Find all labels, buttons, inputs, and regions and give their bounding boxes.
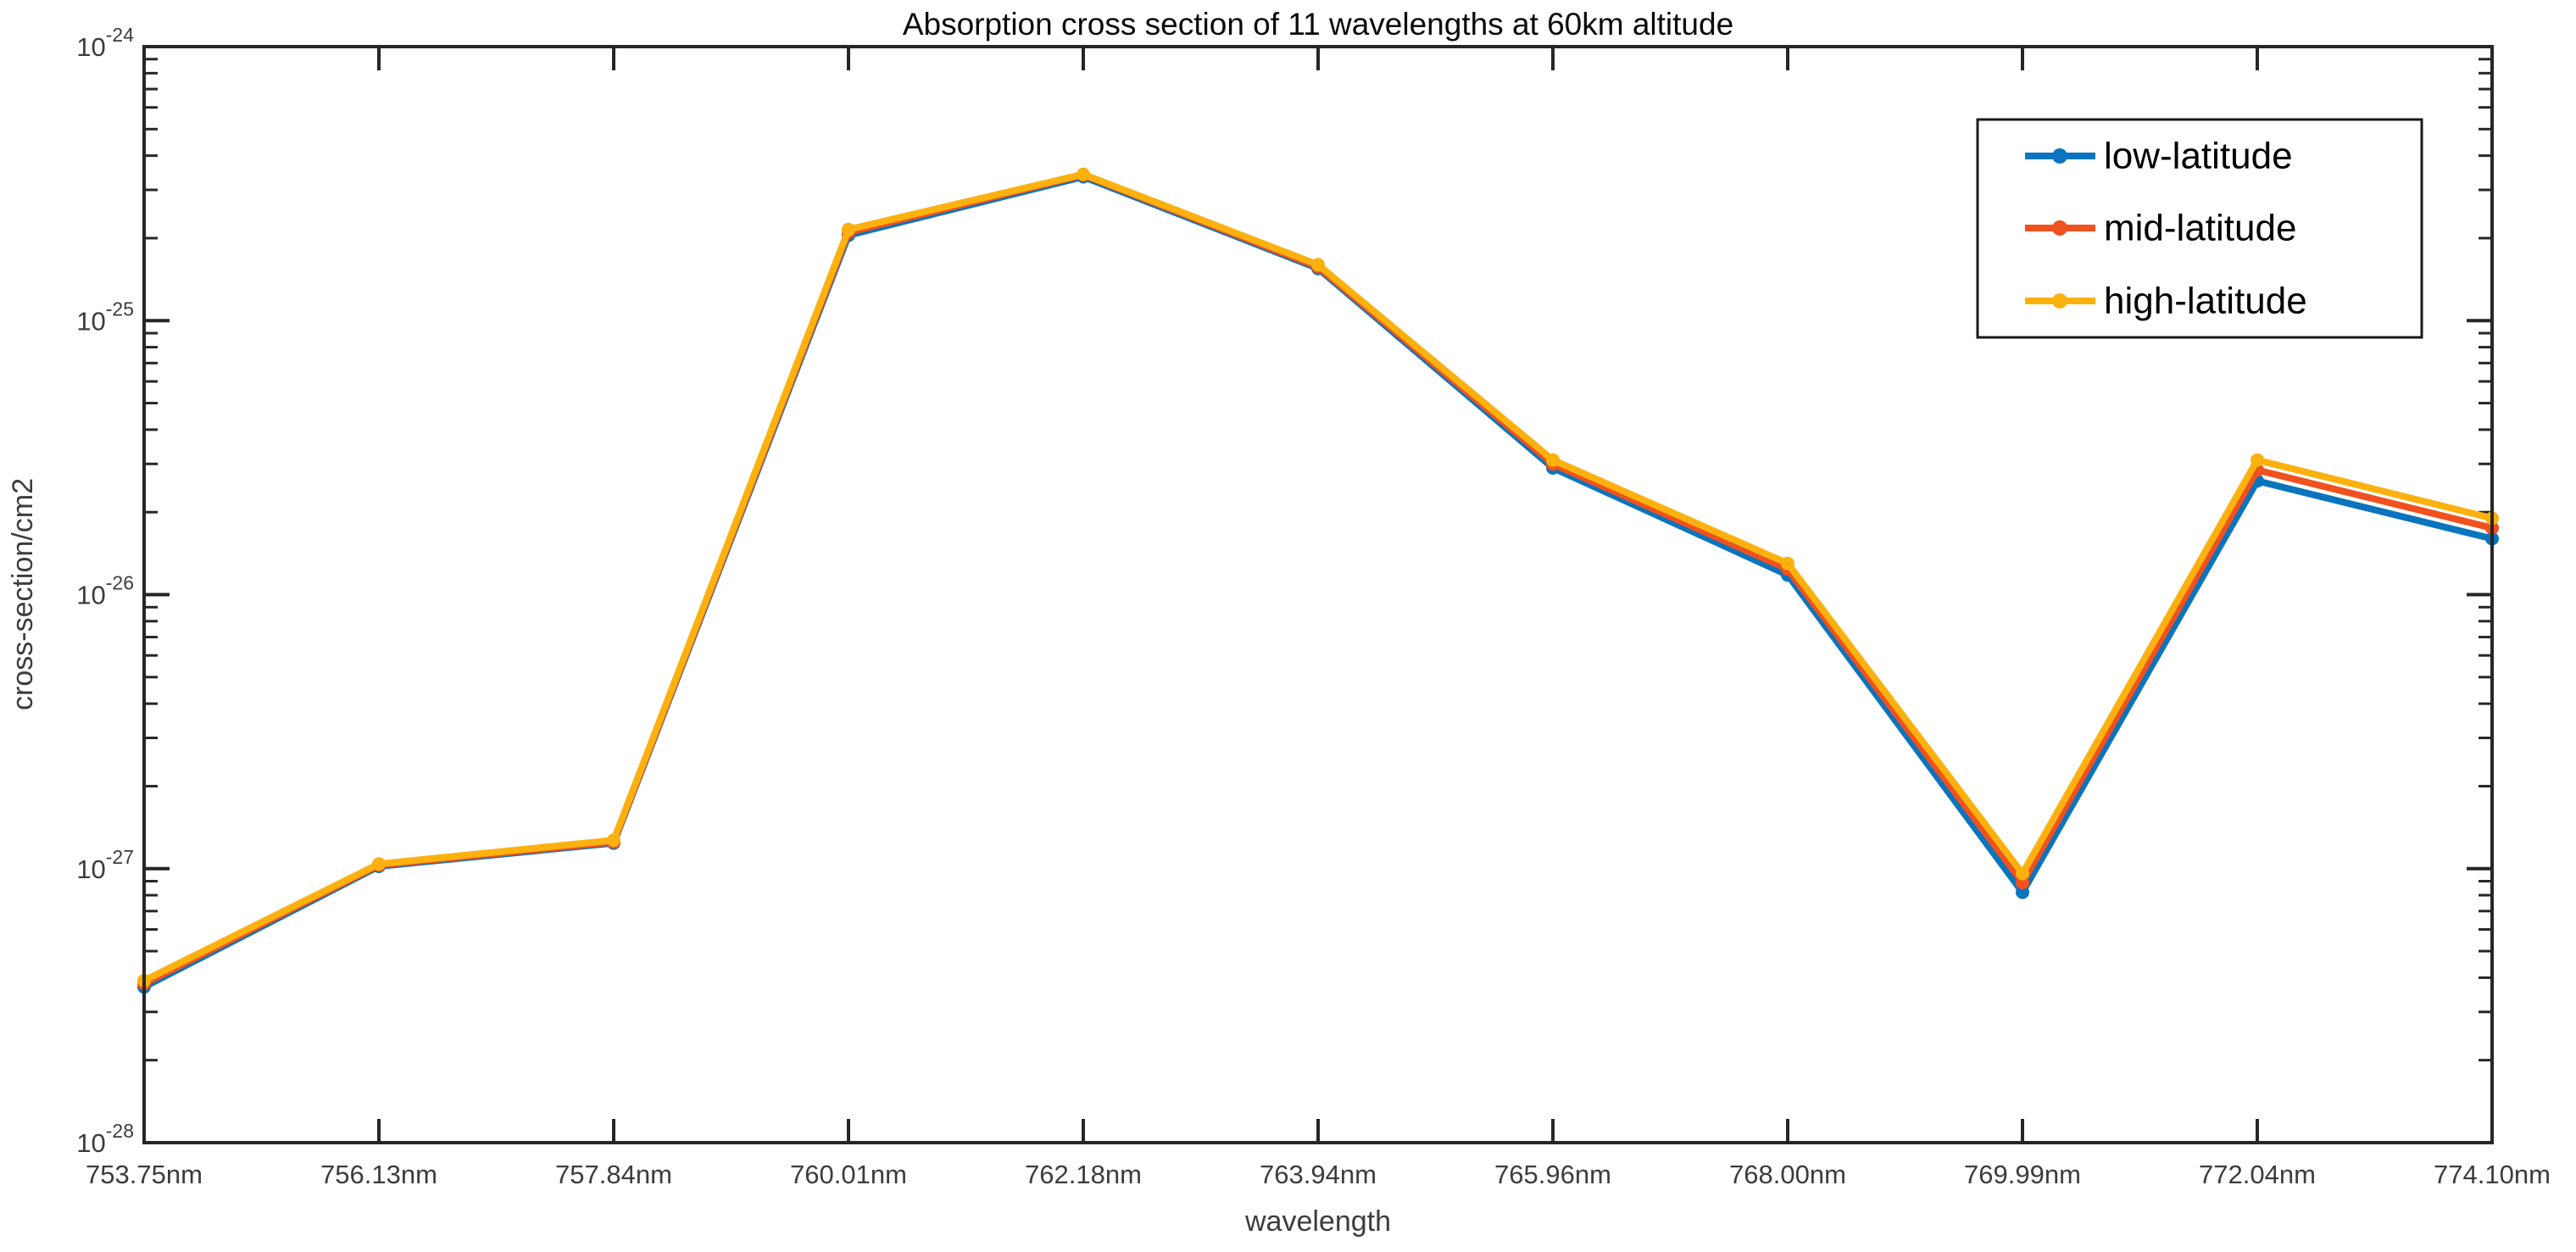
x-tick-label: 757.84nm: [555, 1160, 672, 1189]
series-marker-high-latitude: [372, 857, 386, 871]
y-axis-label: cross-section/cm2: [7, 478, 39, 710]
legend: low-latitude mid-latitude high-latitude: [1976, 118, 2423, 339]
series-marker-low-latitude: [2016, 885, 2029, 899]
x-axis-label: wavelength: [1244, 1205, 1391, 1238]
legend-marker-high: [2052, 293, 2067, 309]
series-marker-high-latitude: [607, 833, 620, 848]
plot-area: 753.75nm 756.13nm 757.84nm 760.01nm 762.18nm…: [76, 24, 2551, 1189]
x-tick-label: 765.96nm: [1494, 1160, 1611, 1189]
x-tick-label: 772.04nm: [2199, 1160, 2316, 1189]
legend-entry-low-latitude: low-latitude: [2025, 136, 2293, 177]
legend-label-mid: mid-latitude: [2104, 208, 2296, 249]
legend-entry-high-latitude: high-latitude: [2025, 281, 2307, 322]
x-tick-label: 769.99nm: [1964, 1160, 2081, 1189]
legend-label-high: high-latitude: [2104, 281, 2307, 322]
y-tick-label: 10-27: [76, 846, 134, 884]
series-marker-high-latitude: [1311, 258, 1325, 272]
series-marker-high-latitude: [1546, 453, 1560, 467]
legend-marker-mid: [2052, 220, 2067, 236]
y-tick-label: 10-28: [76, 1120, 134, 1158]
y-tick-label: 10-26: [76, 572, 134, 610]
x-tick-label: 762.18nm: [1025, 1160, 1142, 1189]
axes-box: [142, 45, 2494, 1144]
series-marker-high-latitude: [1781, 556, 1794, 570]
y-tick-label: 10-25: [76, 298, 134, 336]
series-marker-high-latitude: [2251, 453, 2264, 467]
legend-marker-low: [2052, 148, 2067, 164]
series-marker-high-latitude: [2016, 866, 2029, 881]
legend-label-low: low-latitude: [2104, 136, 2293, 177]
x-tick-label: 756.13nm: [320, 1160, 437, 1189]
x-tick-label: 774.10nm: [2434, 1160, 2551, 1189]
legend-entry-mid-latitude: mid-latitude: [2025, 208, 2296, 249]
x-tick-label: 763.94nm: [1260, 1160, 1377, 1189]
x-tick-label: 760.01nm: [790, 1160, 907, 1189]
x-tick-label: 753.75nm: [86, 1160, 203, 1189]
series-marker-high-latitude: [842, 222, 855, 236]
series-marker-high-latitude: [1077, 167, 1090, 181]
x-tick-label: 768.00nm: [1729, 1160, 1846, 1189]
y-tick-label: 10-24: [76, 24, 134, 62]
chart-title: Absorption cross section of 11 wavelengt…: [903, 7, 1733, 42]
